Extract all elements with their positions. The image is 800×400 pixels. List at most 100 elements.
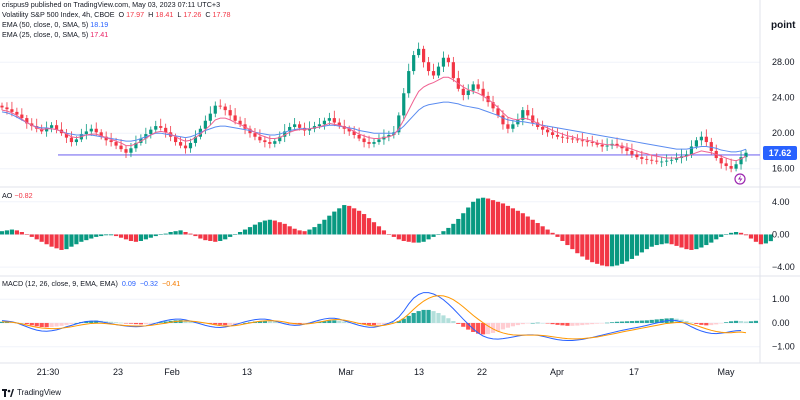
macd-tick-label: 0.00: [772, 318, 790, 328]
ao-bar: [173, 231, 178, 235]
candle-body: [590, 142, 594, 143]
ao-bar: [451, 223, 456, 235]
macd-histogram-bar: [624, 321, 630, 323]
price-tick-label: 16.00: [772, 164, 795, 174]
macd-histogram-bar: [466, 322, 471, 330]
candle-body: [491, 102, 495, 109]
ema25-legend[interactable]: EMA (25, close, 0, SMA, 5) 17.41: [2, 30, 109, 39]
ao-bar: [19, 232, 24, 235]
main-legend-title: Volatility S&P 500 Index, 4h, CBOE O 17.9…: [2, 10, 231, 19]
macd-histogram-bar: [218, 322, 223, 325]
macd-histogram-bar: [381, 322, 387, 324]
ao-bar: [357, 210, 362, 235]
ao-bar: [322, 219, 327, 235]
ao-bar: [500, 203, 506, 235]
candle-body: [645, 158, 649, 160]
ao-legend[interactable]: AO −0.82: [2, 191, 33, 200]
macd-histogram-bar: [406, 315, 411, 323]
candle-body: [134, 142, 138, 149]
signal-line: [1, 295, 747, 340]
candle-body: [159, 126, 163, 128]
candle-body: [471, 84, 475, 91]
candle-body: [412, 55, 416, 72]
candle-body: [570, 138, 574, 140]
macd-histogram-bar: [208, 322, 213, 324]
candle-body: [739, 157, 743, 165]
ao-bar: [466, 207, 471, 235]
candle-body: [709, 142, 713, 151]
ao-bar: [277, 222, 282, 235]
candle-body: [426, 62, 431, 72]
macd-histogram-bar: [242, 322, 248, 324]
ao-bar: [664, 234, 669, 244]
macd-histogram-bar: [729, 321, 734, 323]
ao-bar: [49, 234, 54, 247]
ao-bar: [709, 234, 714, 243]
macd-histogram-bar: [104, 321, 109, 323]
macd-histogram-bar: [654, 319, 659, 323]
candle-body: [253, 133, 257, 137]
symbol-title[interactable]: Volatility S&P 500 Index, 4h, CBOE: [2, 10, 115, 19]
candle-body: [670, 159, 674, 161]
ao-bar: [252, 224, 258, 235]
candle-body: [694, 140, 698, 147]
ema50-legend[interactable]: EMA (50, close, 0, SMA, 5) 18.19: [2, 20, 109, 29]
ao-bar: [644, 234, 649, 250]
candle-body: [511, 124, 515, 129]
ao-bar: [44, 234, 49, 245]
macd-histogram-bar: [421, 309, 426, 323]
ao-bar: [679, 234, 684, 248]
macd-histogram-bar: [396, 321, 401, 323]
ao-bar: [689, 234, 694, 250]
macd-histogram-bar: [302, 322, 307, 324]
candle-body: [541, 126, 545, 130]
ema25-value: 17.41: [90, 30, 109, 39]
ao-bar: [431, 234, 436, 237]
ao-bar: [570, 234, 575, 250]
ao-bar: [714, 234, 719, 240]
candle-body: [407, 71, 411, 94]
macd-histogram-bar: [724, 322, 729, 323]
candle-body: [238, 120, 242, 125]
high-value: 18.41: [155, 10, 174, 19]
ao-bar: [143, 234, 148, 240]
ao-bar: [639, 234, 644, 253]
candle-body: [352, 131, 356, 135]
ao-bar: [292, 228, 297, 235]
candle-body: [704, 136, 708, 143]
publisher-line: crispus9 published on TradingView.com, M…: [2, 0, 221, 9]
candle-body: [15, 111, 19, 115]
macd-histogram-bar: [39, 322, 44, 327]
ao-bar: [203, 234, 208, 241]
time-tick-label: May: [717, 367, 735, 377]
candle-body: [362, 138, 366, 143]
macd-histogram-bar: [609, 322, 615, 323]
ao-bar: [4, 230, 10, 235]
ao-bar: [441, 231, 446, 235]
candle-body: [655, 160, 659, 162]
ao-bar: [312, 227, 317, 235]
ao-bar: [634, 234, 639, 256]
ao-bar: [361, 214, 367, 235]
ao-bar: [381, 230, 387, 235]
candle-body: [288, 126, 292, 132]
macd-histogram-bar: [228, 322, 233, 325]
macd-histogram-bar: [267, 321, 272, 323]
macd-histogram-bar: [34, 322, 39, 327]
ao-bar: [659, 234, 664, 245]
candle-body: [640, 157, 644, 159]
ao-bar: [79, 234, 84, 242]
ao-bar: [485, 198, 491, 235]
time-tick-label: 21:30: [37, 367, 60, 377]
macd-histogram-bar: [69, 322, 74, 324]
candle-body: [630, 150, 634, 155]
ao-bar: [69, 234, 74, 247]
ao-bar: [347, 205, 352, 235]
ao-bar: [14, 230, 19, 235]
ema25-line: [1, 76, 747, 162]
tradingview-footer[interactable]: TradingView: [2, 388, 61, 397]
macd-histogram-bar: [649, 319, 654, 323]
candle-body: [327, 118, 331, 121]
macd-legend[interactable]: MACD (12, 26, close, 9, EMA, EMA) 0.09 −…: [2, 279, 181, 288]
